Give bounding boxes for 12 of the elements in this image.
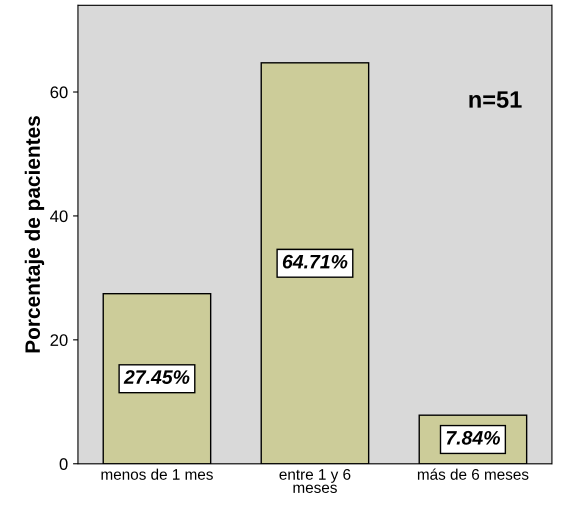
data-label: 7.84% (446, 430, 500, 445)
x-tick-label: entre 1 y 6 meses (280, 469, 350, 493)
annotation: n=51 (469, 91, 522, 108)
x-tick-label: más de 6 meses (418, 468, 528, 480)
y-tick-label: 60 (50, 86, 68, 98)
y-tick-label: 40 (50, 210, 68, 222)
y-tick-label: 20 (50, 334, 68, 346)
x-tick-label: menos de 1 mes (101, 468, 213, 480)
data-label: 27.45% (124, 370, 190, 384)
y-axis-title: Porcentaje de pacientes (24, 116, 44, 352)
y-tick-label: 0 (60, 458, 68, 470)
data-label: 64.71% (282, 254, 348, 269)
